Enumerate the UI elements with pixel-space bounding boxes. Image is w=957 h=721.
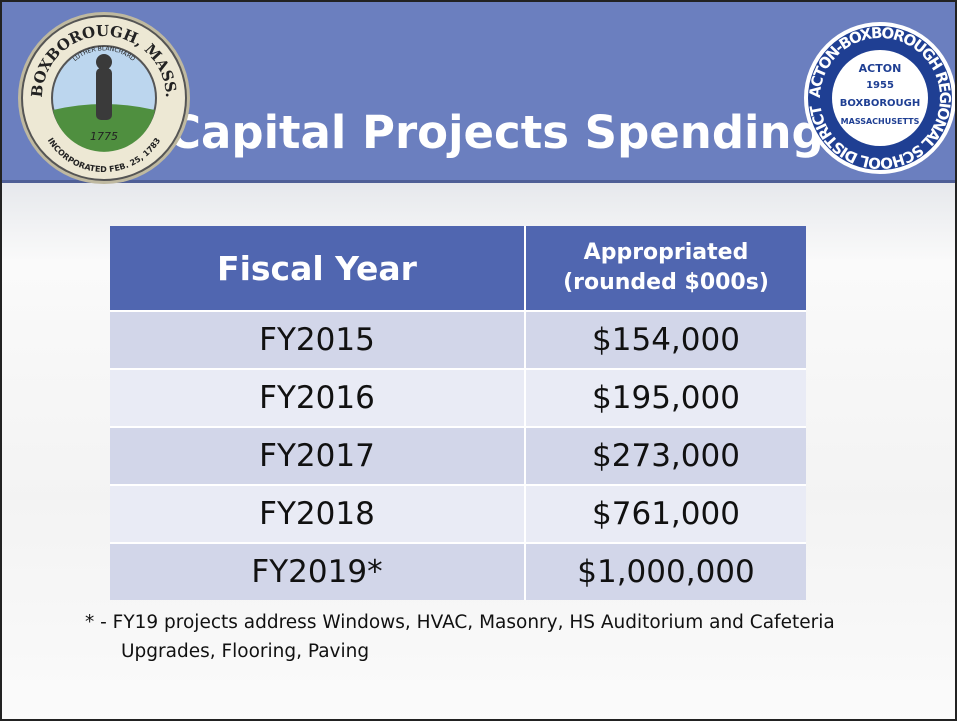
- table-row: FY2016 $195,000: [110, 368, 806, 427]
- table-cell: FY2019*: [110, 542, 526, 600]
- table-cell: FY2018: [110, 484, 526, 543]
- header-line: (rounded $000s): [563, 270, 769, 295]
- seal-text: 1955: [866, 80, 894, 91]
- footnote-line: Upgrades, Flooring, Paving: [121, 641, 370, 662]
- seal-year: 1775: [90, 130, 118, 143]
- column-header: Fiscal Year: [110, 226, 526, 311]
- table-row: FY2019* $1,000,000: [110, 542, 806, 600]
- town-seal: BOXBOROUGH, MASS. INCORPORATED FEB. 25, …: [18, 12, 190, 184]
- table-cell: $761,000: [525, 484, 806, 543]
- spending-table: Fiscal Year Appropriated (rounded $000s) …: [110, 226, 806, 600]
- table-cell: $195,000: [525, 368, 806, 427]
- seal-text: BOXBOROUGH: [840, 98, 921, 109]
- district-seal: ACTON-BOXBOROUGH REGIONAL SCHOOL DISTRIC…: [804, 22, 955, 174]
- table-cell: $1,000,000: [525, 542, 806, 600]
- table-cell: $154,000: [525, 310, 806, 369]
- header-line: Appropriated: [583, 240, 749, 265]
- footnote: * - FY19 projects address Windows, HVAC,…: [85, 608, 835, 666]
- title: Capital Projects Spending: [168, 106, 824, 159]
- table-cell: FY2016: [110, 368, 526, 427]
- footnote-line: * - FY19 projects address Windows, HVAC,…: [85, 612, 835, 633]
- seal-text: MASSACHUSETTS: [841, 117, 920, 126]
- table-row: FY2018 $761,000: [110, 484, 806, 543]
- table-cell: FY2015: [110, 310, 526, 369]
- table-cell: $273,000: [525, 426, 806, 485]
- seal-text: ACTON: [859, 62, 902, 75]
- table-row: FY2015 $154,000: [110, 310, 806, 369]
- column-header: Appropriated (rounded $000s): [525, 226, 806, 311]
- header-row: Fiscal Year Appropriated (rounded $000s): [110, 226, 806, 311]
- table-row: FY2017 $273,000: [110, 426, 806, 485]
- table-cell: FY2017: [110, 426, 526, 485]
